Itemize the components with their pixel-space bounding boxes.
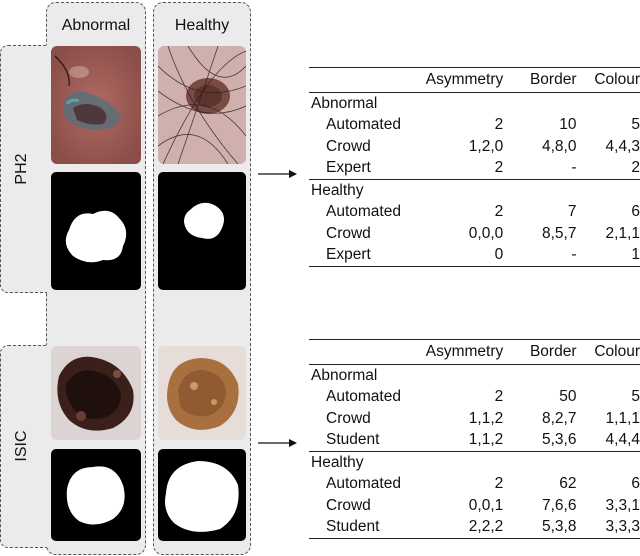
group-label: Abnormal [311,94,378,112]
isic-side-panel [0,345,47,548]
table-row: Student 2,2,2 5,3,8 3,3,3 [309,516,640,539]
group-label: Healthy [309,179,640,202]
table-row: Automated 2 7 6 [326,203,640,221]
isic-results-table: Asymmetry Border Colour Abnormal Automat… [309,339,640,539]
col-header-colour: Colour [576,67,640,93]
group-label: Abnormal [311,366,378,384]
abnormal-column-title: Abnormal [61,17,131,34]
table-row: Expert 0 - 1 [309,244,640,267]
group-label: Healthy [309,451,640,474]
table-row: Expert 2 - 2 [326,159,640,177]
ph2-arrow-icon [258,170,297,178]
table-row: Crowd 1,2,0 4,8,0 4,4,3 [326,137,640,155]
isic-healthy-lesion-image [158,346,246,440]
table-row: Student 1,1,2 5,3,6 4,4,4 [326,431,640,449]
healthy-column-title: Healthy [174,17,230,34]
col-header-asymmetry: Asymmetry [400,339,504,365]
ph2-abnormal-mask [51,172,141,290]
table-row: Automated 2 50 5 [326,388,640,406]
ph2-healthy-lesion-image [158,46,246,164]
isic-healthy-mask [158,449,246,541]
ph2-abnormal-lesion-image [51,46,141,164]
col-header-border: Border [503,67,577,93]
table-row: Crowd 1,1,2 8,2,7 1,1,1 [326,409,640,427]
table-row: Crowd 0,0,1 7,6,6 3,3,1 [326,496,640,514]
col-header-asymmetry: Asymmetry [400,67,504,93]
isic-arrow-icon [258,439,297,447]
isic-abnormal-lesion-image [51,346,141,440]
ph2-results-table: Asymmetry Border Colour Abnormal Automat… [309,67,640,267]
table-row: Automated 2 62 6 [326,475,640,493]
ph2-label: PH2 [13,153,30,185]
table-row: Automated 2 10 5 [326,116,640,134]
col-header-colour: Colour [576,339,640,365]
isic-abnormal-mask [51,449,141,541]
ph2-side-panel [0,45,47,293]
ph2-healthy-mask [158,172,246,290]
col-header-border: Border [503,339,577,365]
isic-label: ISIC [13,430,30,462]
table-row: Crowd 0,0,0 8,5,7 2,1,1 [326,224,640,242]
